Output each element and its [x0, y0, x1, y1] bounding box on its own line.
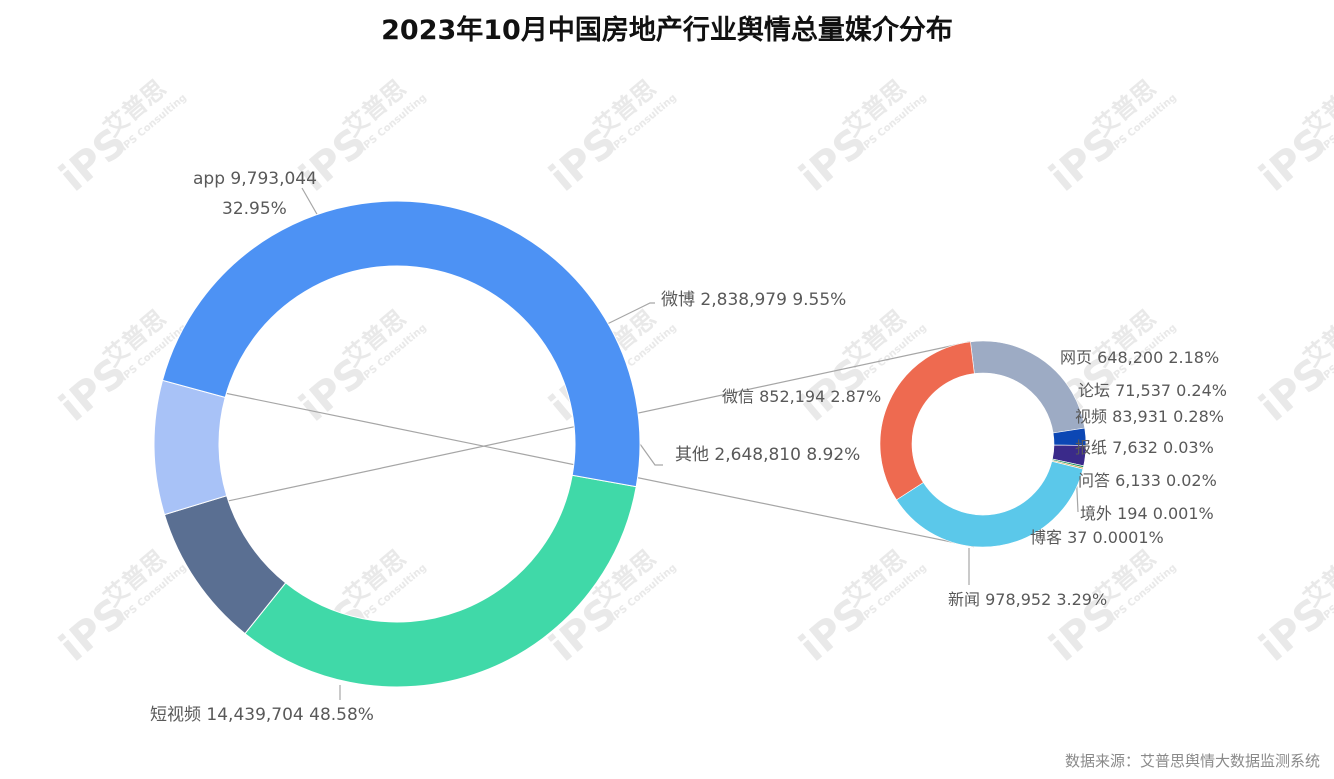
connector-line-top: [164, 341, 971, 516]
slice-labels: app 9,793,044 32.95% 微博 2,838,979 9.55% 其他 …: [150, 169, 1227, 725]
connector-line-bottom: [162, 379, 975, 548]
detail-label-video: 视频 83,931 0.28%: [1075, 407, 1224, 426]
main-slice-other: [153, 379, 228, 516]
detail-label-overseas: 境外 194 0.001%: [1080, 504, 1214, 523]
detail-label-qa: 问答 6,133 0.02%: [1078, 471, 1217, 490]
detail-slice-news: [896, 460, 1084, 548]
data-source-note: 数据来源：艾普思舆情大数据监测系统: [1064, 752, 1320, 770]
detail-label-forum: 论坛 71,537 0.24%: [1078, 381, 1227, 400]
detail-label-newspaper: 报纸 7,632 0.03%: [1075, 438, 1214, 457]
main-donut: [153, 200, 641, 688]
slice-label-app: 32.95%: [222, 199, 287, 219]
detail-label-web: 网页 648,200 2.18%: [1060, 348, 1219, 367]
slice-label-app: app 9,793,044: [193, 169, 317, 189]
leader-line-app: [301, 187, 319, 217]
detail-donut: [879, 340, 1087, 548]
chart-title: 2023年10月中国房地产行业舆情总量媒介分布: [381, 15, 953, 46]
main-slice-short_video: [161, 200, 641, 488]
main-slice-app: [244, 474, 637, 688]
detail-label-blog: 博客 37 0.0001%: [1030, 528, 1164, 547]
slice-label-short_video: 短视频 14,439,704 48.58%: [150, 705, 374, 725]
slice-label-weibo: 微博 2,838,979 9.55%: [661, 290, 846, 310]
leader-line-weibo: [594, 302, 655, 331]
slice-label-other: 其他 2,648,810 8.92%: [675, 445, 860, 465]
detail-slice-wechat: [879, 341, 975, 501]
detail-label-wechat: 微信 852,194 2.87%: [722, 387, 881, 406]
leader-line-other: [639, 443, 663, 466]
detail-label-news: 新闻 978,952 3.29%: [948, 590, 1107, 609]
